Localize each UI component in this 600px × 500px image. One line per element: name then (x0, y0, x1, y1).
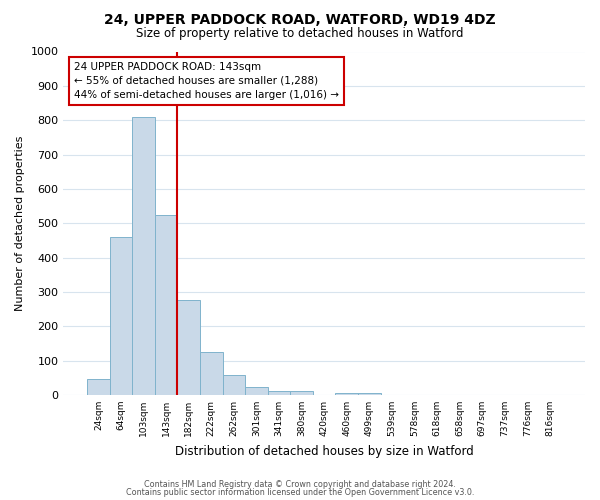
Text: 24, UPPER PADDOCK ROAD, WATFORD, WD19 4DZ: 24, UPPER PADDOCK ROAD, WATFORD, WD19 4D… (104, 12, 496, 26)
Text: 24 UPPER PADDOCK ROAD: 143sqm
← 55% of detached houses are smaller (1,288)
44% o: 24 UPPER PADDOCK ROAD: 143sqm ← 55% of d… (74, 62, 339, 100)
Bar (178, 300, 200, 395)
Bar (87, 379, 110, 395)
Bar (132, 117, 155, 395)
Bar (223, 375, 245, 395)
X-axis label: Distribution of detached houses by size in Watford: Distribution of detached houses by size … (175, 444, 473, 458)
Bar (200, 352, 223, 395)
Bar (335, 392, 358, 395)
Text: Contains public sector information licensed under the Open Government Licence v3: Contains public sector information licen… (126, 488, 474, 497)
Bar (155, 214, 178, 395)
Bar (110, 237, 132, 395)
Bar (245, 388, 268, 395)
Y-axis label: Number of detached properties: Number of detached properties (15, 136, 25, 311)
Text: Size of property relative to detached houses in Watford: Size of property relative to detached ho… (136, 28, 464, 40)
Text: Contains HM Land Registry data © Crown copyright and database right 2024.: Contains HM Land Registry data © Crown c… (144, 480, 456, 489)
Bar (290, 391, 313, 395)
Bar (358, 392, 380, 395)
Bar (268, 392, 290, 395)
